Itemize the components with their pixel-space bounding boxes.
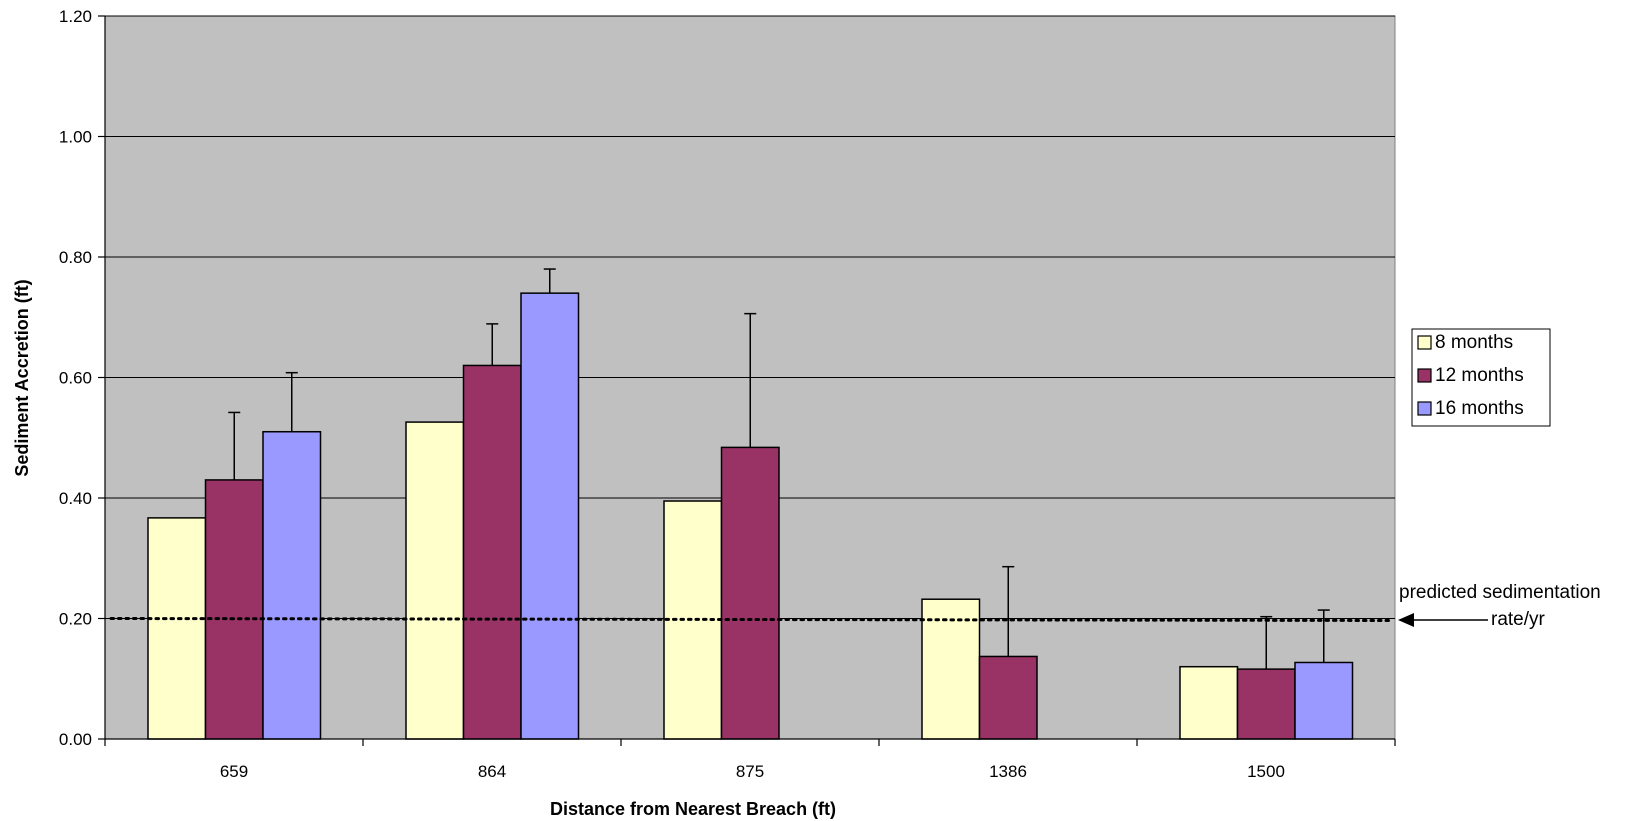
legend-swatch bbox=[1417, 368, 1432, 383]
predicted-rate-line bbox=[109, 617, 1393, 622]
y-tick-label: 0.20 bbox=[59, 610, 92, 629]
bar bbox=[978, 655, 1038, 740]
legend-box bbox=[1411, 328, 1551, 427]
y-tick-label: 0.40 bbox=[59, 489, 92, 508]
bar bbox=[204, 479, 264, 740]
predicted-rate-annotation: predicted sedimentation rate/yr bbox=[1398, 582, 1601, 630]
legend-swatch bbox=[1417, 401, 1432, 416]
bar bbox=[520, 292, 580, 740]
bar bbox=[405, 421, 465, 740]
legend: 8 months 12 months 16 months bbox=[1411, 328, 1551, 427]
bar bbox=[1179, 665, 1239, 740]
x-tick-label: 1386 bbox=[989, 762, 1027, 781]
legend-label: 12 months bbox=[1435, 365, 1524, 386]
y-axis-title: Sediment Accretion (ft) bbox=[12, 279, 32, 476]
bar bbox=[720, 446, 780, 740]
x-tick-label: 1500 bbox=[1247, 762, 1285, 781]
y-tick-label: 1.00 bbox=[59, 128, 92, 147]
legend-swatch bbox=[1417, 335, 1432, 350]
error-bars bbox=[228, 268, 1330, 670]
bar bbox=[1294, 661, 1354, 740]
bars bbox=[147, 292, 1354, 740]
bar bbox=[1236, 668, 1296, 740]
bar bbox=[921, 598, 981, 740]
predicted-rate-label-line1: predicted sedimentation bbox=[1399, 582, 1601, 603]
y-ticks: 0.00 0.20 0.40 0.60 0.80 1.00 1.20 bbox=[59, 7, 105, 749]
bar bbox=[147, 517, 207, 740]
legend-label: 8 months bbox=[1435, 332, 1513, 353]
bar bbox=[262, 430, 322, 740]
x-tick-label: 659 bbox=[220, 762, 248, 781]
bar bbox=[462, 364, 522, 740]
y-tick-label: 0.60 bbox=[59, 369, 92, 388]
y-tick-label: 0.80 bbox=[59, 248, 92, 267]
x-axis-title: Distance from Nearest Breach (ft) bbox=[550, 799, 836, 819]
predicted-rate-label-line2: rate/yr bbox=[1491, 609, 1546, 630]
x-tick-label: 864 bbox=[478, 762, 506, 781]
y-tick-label: 1.20 bbox=[59, 7, 92, 26]
y-tick-label: 0.00 bbox=[59, 730, 92, 749]
x-ticks: 659 864 875 1386 1500 bbox=[104, 739, 1396, 781]
legend-label: 16 months bbox=[1435, 398, 1524, 419]
x-tick-label: 875 bbox=[736, 762, 764, 781]
predicted-rate-arrow-head bbox=[1398, 613, 1414, 627]
